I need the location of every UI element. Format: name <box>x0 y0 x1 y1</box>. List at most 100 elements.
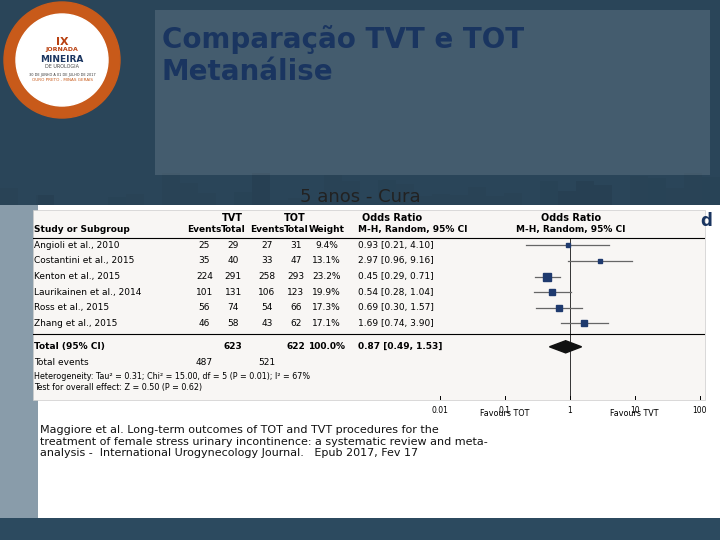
Text: d: d <box>700 212 712 230</box>
FancyBboxPatch shape <box>18 190 36 205</box>
Text: 0.69 [0.30, 1.57]: 0.69 [0.30, 1.57] <box>358 303 433 312</box>
FancyBboxPatch shape <box>306 200 324 205</box>
Text: 10: 10 <box>630 406 639 415</box>
FancyBboxPatch shape <box>90 173 108 205</box>
Text: Total (95% CI): Total (95% CI) <box>35 342 105 352</box>
Text: 258: 258 <box>258 272 276 281</box>
Text: Weight: Weight <box>309 226 345 234</box>
Text: Favours TOT: Favours TOT <box>480 409 529 418</box>
Text: 100: 100 <box>693 406 707 415</box>
Text: 1: 1 <box>567 406 572 415</box>
FancyBboxPatch shape <box>0 0 720 205</box>
Text: 521: 521 <box>258 358 276 367</box>
Text: 54: 54 <box>261 303 273 312</box>
Text: 622: 622 <box>287 342 305 352</box>
Text: MINEIRA: MINEIRA <box>40 55 84 64</box>
Text: 66: 66 <box>290 303 302 312</box>
Text: M-H, Random, 95% CI: M-H, Random, 95% CI <box>516 226 626 234</box>
Text: 35: 35 <box>199 256 210 266</box>
Text: Comparação TVT e TOT: Comparação TVT e TOT <box>162 25 524 55</box>
Text: Favours TVT: Favours TVT <box>611 409 659 418</box>
FancyBboxPatch shape <box>666 188 684 205</box>
Text: 43: 43 <box>261 319 273 328</box>
Text: 9.4%: 9.4% <box>315 241 338 250</box>
FancyBboxPatch shape <box>36 195 54 205</box>
Text: 62: 62 <box>290 319 302 328</box>
FancyBboxPatch shape <box>630 176 648 205</box>
FancyBboxPatch shape <box>155 10 710 175</box>
Text: 25: 25 <box>199 241 210 250</box>
Text: 5 anos - Cura: 5 anos - Cura <box>300 188 420 206</box>
FancyBboxPatch shape <box>54 185 72 205</box>
Text: 100.0%: 100.0% <box>308 342 345 352</box>
FancyBboxPatch shape <box>108 197 126 205</box>
FancyBboxPatch shape <box>216 184 234 205</box>
Text: 291: 291 <box>225 272 242 281</box>
Text: Laurikainen et al., 2014: Laurikainen et al., 2014 <box>35 288 142 296</box>
Text: Metanálise: Metanálise <box>162 58 333 86</box>
FancyBboxPatch shape <box>594 185 612 205</box>
Text: 30 DE JUNHO A 01 DE JULHO DE 2017: 30 DE JUNHO A 01 DE JULHO DE 2017 <box>29 73 95 77</box>
Text: 0.1: 0.1 <box>498 406 510 415</box>
Text: Odds Ratio: Odds Ratio <box>541 213 600 223</box>
FancyBboxPatch shape <box>450 195 468 205</box>
Text: M-H, Random, 95% CI: M-H, Random, 95% CI <box>358 226 467 234</box>
Text: Events: Events <box>250 226 284 234</box>
FancyBboxPatch shape <box>252 173 270 205</box>
FancyBboxPatch shape <box>540 181 558 205</box>
Text: Kenton et al., 2015: Kenton et al., 2015 <box>35 272 120 281</box>
Circle shape <box>4 2 120 118</box>
Text: 31: 31 <box>290 241 302 250</box>
Text: Maggiore et al. Long-term outcomes of TOT and TVT procedures for the
treatment o: Maggiore et al. Long-term outcomes of TO… <box>40 425 487 458</box>
Text: Heterogeneity: Tau² = 0.31; Chi² = 15.00, df = 5 (P = 0.01); I² = 67%: Heterogeneity: Tau² = 0.31; Chi² = 15.00… <box>35 372 310 381</box>
FancyBboxPatch shape <box>432 194 450 205</box>
FancyBboxPatch shape <box>576 181 594 205</box>
Text: 29: 29 <box>228 241 239 250</box>
FancyBboxPatch shape <box>468 187 486 205</box>
Text: 487: 487 <box>196 358 213 367</box>
FancyBboxPatch shape <box>180 183 198 205</box>
FancyBboxPatch shape <box>612 195 630 205</box>
Text: Odds Ratio: Odds Ratio <box>362 213 423 223</box>
Text: DE UROLOGIA: DE UROLOGIA <box>45 64 79 70</box>
Text: Events: Events <box>187 226 222 234</box>
FancyBboxPatch shape <box>0 188 18 205</box>
Text: 56: 56 <box>199 303 210 312</box>
Text: IX: IX <box>55 37 68 47</box>
Text: 131: 131 <box>225 288 242 296</box>
Text: OURO PRETO - MINAS GERAIS: OURO PRETO - MINAS GERAIS <box>32 78 92 82</box>
Text: 623: 623 <box>224 342 243 352</box>
Text: Ross et al., 2015: Ross et al., 2015 <box>35 303 109 312</box>
FancyBboxPatch shape <box>72 176 90 205</box>
FancyBboxPatch shape <box>486 196 504 205</box>
Text: 17.1%: 17.1% <box>312 319 341 328</box>
Text: 33: 33 <box>261 256 273 266</box>
Text: 0.54 [0.28, 1.04]: 0.54 [0.28, 1.04] <box>358 288 433 296</box>
Text: Study or Subgroup: Study or Subgroup <box>35 226 130 234</box>
FancyBboxPatch shape <box>198 193 216 205</box>
Text: 106: 106 <box>258 288 276 296</box>
Text: 47: 47 <box>290 256 302 266</box>
FancyBboxPatch shape <box>144 193 162 205</box>
FancyBboxPatch shape <box>648 178 666 205</box>
Text: 27: 27 <box>261 241 273 250</box>
FancyBboxPatch shape <box>684 173 702 205</box>
FancyBboxPatch shape <box>270 200 288 205</box>
FancyBboxPatch shape <box>522 180 540 205</box>
Text: 17.3%: 17.3% <box>312 303 341 312</box>
Text: 0.45 [0.29, 0.71]: 0.45 [0.29, 0.71] <box>358 272 433 281</box>
FancyBboxPatch shape <box>33 210 705 400</box>
FancyBboxPatch shape <box>342 181 360 205</box>
Polygon shape <box>549 341 582 353</box>
Text: Total: Total <box>284 226 308 234</box>
Text: 101: 101 <box>196 288 213 296</box>
Text: 293: 293 <box>287 272 305 281</box>
FancyBboxPatch shape <box>558 191 576 205</box>
Text: 224: 224 <box>196 272 213 281</box>
FancyBboxPatch shape <box>234 192 252 205</box>
Text: 0.01: 0.01 <box>431 406 449 415</box>
Text: Zhang et al., 2015: Zhang et al., 2015 <box>35 319 117 328</box>
FancyBboxPatch shape <box>414 196 432 205</box>
Text: TVT: TVT <box>222 213 243 223</box>
FancyBboxPatch shape <box>126 194 144 205</box>
